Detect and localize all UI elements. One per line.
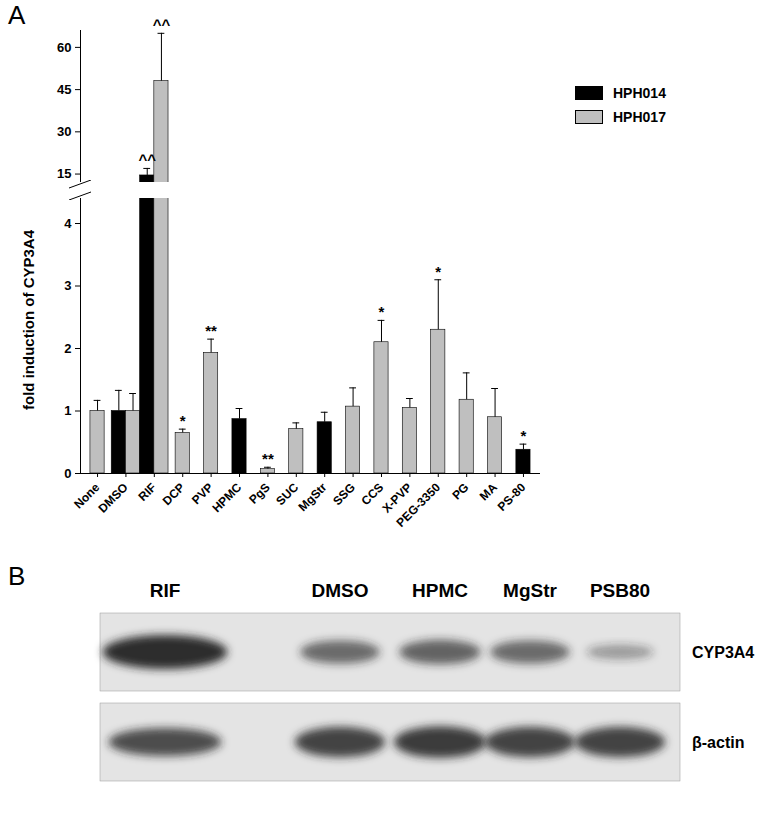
svg-text:**: **: [205, 322, 217, 339]
svg-text:HPMC: HPMC: [412, 580, 468, 601]
svg-text:0: 0: [64, 466, 71, 481]
svg-text:DMSO: DMSO: [312, 580, 369, 601]
svg-text:1: 1: [64, 403, 71, 418]
html-text:HPH017: HPH017: [613, 109, 666, 125]
svg-text:X-PVP: X-PVP: [379, 480, 415, 516]
svg-text:45: 45: [57, 82, 71, 97]
svg-text:DCP: DCP: [160, 480, 188, 508]
svg-text:3: 3: [64, 278, 71, 293]
svg-text:**: **: [262, 450, 274, 467]
svg-text:PgS: PgS: [246, 480, 272, 506]
svg-text:SUC: SUC: [273, 480, 302, 509]
svg-text:PVP: PVP: [189, 480, 216, 508]
svg-text:RIF: RIF: [150, 580, 181, 601]
svg-text:15: 15: [57, 166, 71, 181]
svg-text:DMSO: DMSO: [95, 480, 130, 515]
svg-text:*: *: [180, 412, 186, 429]
svg-text:None: None: [71, 480, 103, 512]
svg-text:CCS: CCS: [358, 480, 387, 509]
svg-text:RIF: RIF: [136, 480, 160, 504]
svg-text:PSB80: PSB80: [590, 580, 650, 601]
svg-text:*: *: [379, 303, 385, 320]
svg-text:PS-80: PS-80: [495, 480, 529, 514]
svg-text:PG: PG: [449, 480, 471, 502]
svg-text:MgStr: MgStr: [296, 480, 330, 514]
svg-text:60: 60: [57, 40, 71, 55]
svg-text:*: *: [521, 427, 527, 444]
svg-text:^^: ^^: [138, 151, 156, 168]
svg-text:30: 30: [57, 124, 71, 139]
svg-text:PEG-3350: PEG-3350: [394, 480, 444, 530]
svg-text:2: 2: [64, 341, 71, 356]
svg-text:β-actin: β-actin: [692, 734, 744, 751]
svg-text:*: *: [435, 263, 441, 280]
svg-text:^^: ^^: [153, 16, 171, 33]
svg-text:SSG: SSG: [330, 480, 358, 508]
html-text:HPH014: HPH014: [613, 85, 666, 101]
svg-text:B: B: [8, 561, 25, 591]
svg-text:MA: MA: [477, 480, 500, 503]
svg-text:HPMC: HPMC: [209, 480, 244, 515]
html-text:fold induction of CYP3A4: fold induction of CYP3A4: [19, 230, 37, 410]
svg-text:4: 4: [64, 216, 72, 231]
svg-text:MgStr: MgStr: [503, 580, 557, 601]
html-text:A: A: [8, 0, 26, 30]
svg-text:CYP3A4: CYP3A4: [692, 644, 754, 661]
